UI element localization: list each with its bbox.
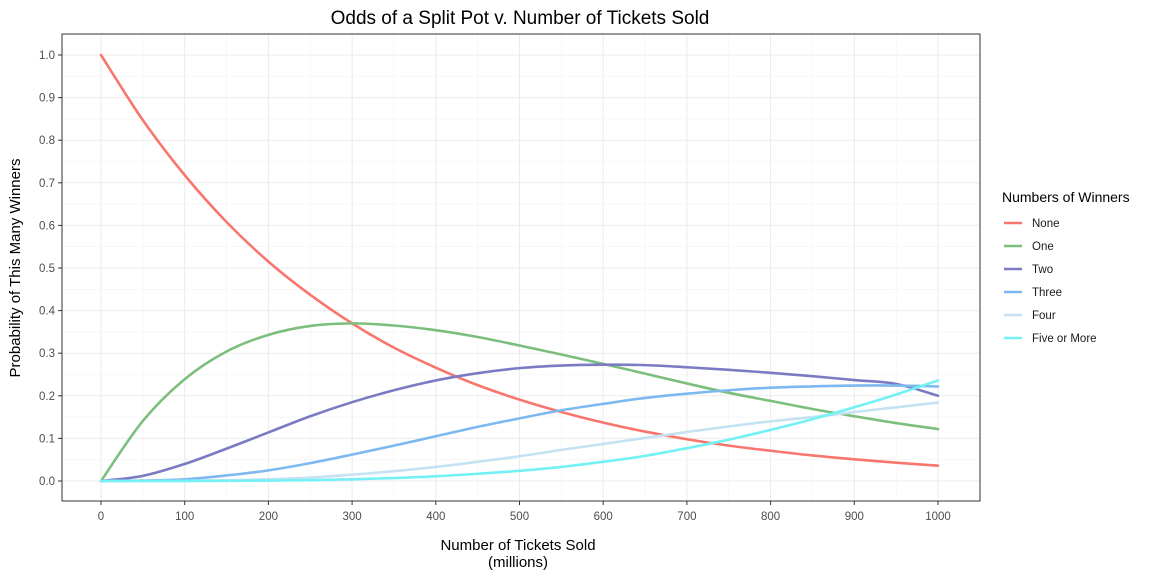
x-tick-label: 200 [259,511,278,523]
y-tick-label: 0.8 [39,135,55,147]
legend: Numbers of Winners None One Two Three Four Fi… [1002,189,1130,345]
y-tick-label: 0.4 [39,306,56,318]
y-axis: 0.0 0.1 0.2 0.3 0.4 0.5 0.6 0.7 0.8 0.9 1.0 [39,50,62,488]
x-tick-label: 500 [510,511,529,523]
y-tick-label: 1.0 [39,50,55,62]
y-tick-label: 0.2 [39,391,55,403]
x-tick-label: 800 [761,511,780,523]
x-tick-label: 400 [426,511,445,523]
legend-label-four: Four [1032,310,1056,322]
y-tick-label: 0.7 [39,178,55,190]
x-tick-label: 1000 [925,511,951,523]
x-tick-label: 700 [677,511,696,523]
y-tick-label: 0.5 [39,263,55,275]
y-tick-label: 0.9 [39,93,55,105]
y-tick-label: 0.1 [39,433,55,445]
major-gridlines [62,34,980,501]
series-line-none [99,53,940,467]
x-axis-title: Number of Tickets Sold [440,537,595,554]
legend-label-five-or-more: Five or More [1032,333,1097,345]
x-tick-label: 900 [845,511,864,523]
legend-title: Numbers of Winners [1002,189,1130,205]
series-line-one [99,322,940,483]
x-axis-subtitle: (millions) [488,554,548,571]
legend-label-three: Three [1032,287,1062,299]
y-tick-label: 0.0 [39,476,55,488]
legend-label-two: Two [1032,264,1053,276]
x-tick-label: 100 [175,511,194,523]
x-tick-label: 300 [343,511,362,523]
x-tick-label: 600 [594,511,613,523]
series-line-three [99,384,940,483]
series-line-two [99,363,940,483]
y-tick-label: 0.6 [39,220,55,232]
x-tick-label: 0 [98,511,104,523]
legend-label-none: None [1032,218,1060,230]
series-lines [99,53,940,483]
y-tick-label: 0.3 [39,348,55,360]
series-line-five-or-more [99,379,940,483]
y-axis-title: Probability of This Many Winners [7,159,24,378]
chart-title: Odds of a Split Pot v. Number of Tickets… [331,8,710,29]
legend-label-one: One [1032,241,1054,253]
x-axis: 0 100 200 300 400 500 600 700 800 900 1000 [98,501,951,523]
